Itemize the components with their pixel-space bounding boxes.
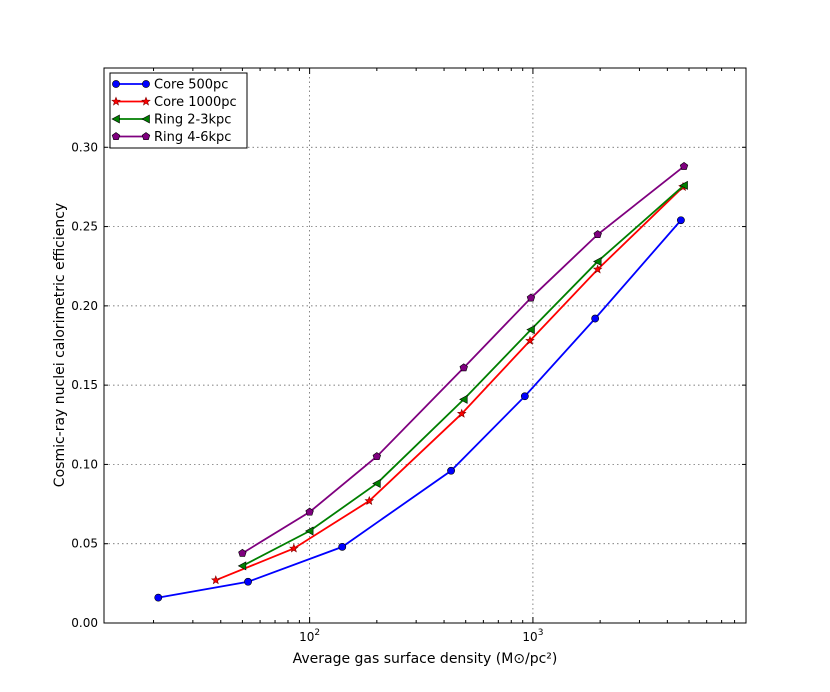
- marker-pentagon: [459, 363, 468, 372]
- marker-star: [592, 264, 603, 274]
- marker-triangle-left: [459, 394, 468, 404]
- marker-circle: [154, 593, 163, 602]
- y-tick-label: 0.20: [71, 299, 98, 313]
- series-core-1000pc: [210, 181, 688, 585]
- x-tick-label-base: 10: [299, 630, 314, 644]
- series-ring-2-3kpc: [237, 180, 688, 571]
- marker-triangle-left: [372, 478, 381, 488]
- y-tick-label: 0.10: [71, 457, 98, 471]
- marker-star: [364, 495, 375, 505]
- series-layer: [154, 161, 689, 602]
- legend-entry: Core 500pc: [112, 78, 228, 93]
- plot-frame: [103, 67, 747, 624]
- x-tick-label: 103: [522, 628, 543, 644]
- marker-pentagon: [305, 507, 314, 516]
- legend-label: Core 1000pc: [154, 95, 237, 110]
- marker-star: [289, 543, 299, 553]
- x-tick-label-base: 10: [522, 630, 537, 644]
- x-tick-label: 102: [299, 628, 320, 644]
- legend-entry: Core 1000pc: [111, 95, 237, 110]
- marker-triangle-left: [111, 114, 120, 124]
- y-tick-label: 0.30: [71, 140, 98, 154]
- series-core-500pc: [154, 216, 685, 602]
- marker-circle: [591, 314, 600, 323]
- x-tick-label-exponent: 2: [314, 628, 320, 638]
- legend: Core 500pc Core 1000pc Ring 2-3kpc Ring 4-6…: [109, 72, 248, 149]
- marker-pentagon: [526, 293, 536, 302]
- marker-triangle-left: [593, 256, 602, 266]
- marker-circle: [520, 392, 529, 401]
- marker-circle: [244, 577, 252, 586]
- series-ring-4-6kpc: [238, 161, 689, 557]
- marker-pentagon: [593, 230, 602, 239]
- legend-label: Core 500pc: [154, 78, 228, 93]
- x-tick-label-exponent: 3: [538, 628, 544, 638]
- x-axis-label: Average gas surface density (M⊙/pc²): [293, 651, 558, 667]
- marker-triangle-left: [237, 561, 247, 571]
- legend-entry: Ring 2-3kpc: [111, 113, 231, 128]
- marker-pentagon: [372, 452, 381, 461]
- y-tick-label: 0.00: [71, 616, 98, 630]
- y-tick-label: 0.25: [71, 220, 98, 234]
- marker-circle: [447, 466, 455, 475]
- marker-circle: [338, 542, 347, 551]
- legend-entry: Ring 4-6kpc: [111, 130, 231, 145]
- marker-triangle-left: [141, 114, 150, 124]
- marker-star: [210, 575, 221, 585]
- legend-box: [109, 72, 248, 149]
- y-axis-label: Cosmic-ray nuclei calorimetric efficienc…: [52, 203, 68, 487]
- marker-triangle-left: [526, 325, 535, 335]
- marker-triangle-left: [304, 526, 314, 536]
- marker-pentagon: [111, 132, 121, 141]
- marker-star: [141, 96, 151, 106]
- legend-label: Ring 4-6kpc: [154, 130, 231, 145]
- marker-circle: [112, 80, 120, 88]
- marker-star: [525, 335, 535, 345]
- legend-label: Ring 2-3kpc: [154, 113, 231, 128]
- y-tick-label: 0.05: [71, 537, 98, 551]
- marker-star: [111, 96, 121, 106]
- y-tick-label: 0.15: [71, 378, 98, 392]
- marker-pentagon: [238, 548, 247, 557]
- marker-pentagon: [679, 161, 689, 170]
- marker-pentagon: [141, 132, 151, 141]
- marker-star: [456, 408, 467, 418]
- marker-circle: [677, 216, 685, 225]
- marker-circle: [142, 80, 150, 88]
- marker-triangle-left: [679, 180, 688, 190]
